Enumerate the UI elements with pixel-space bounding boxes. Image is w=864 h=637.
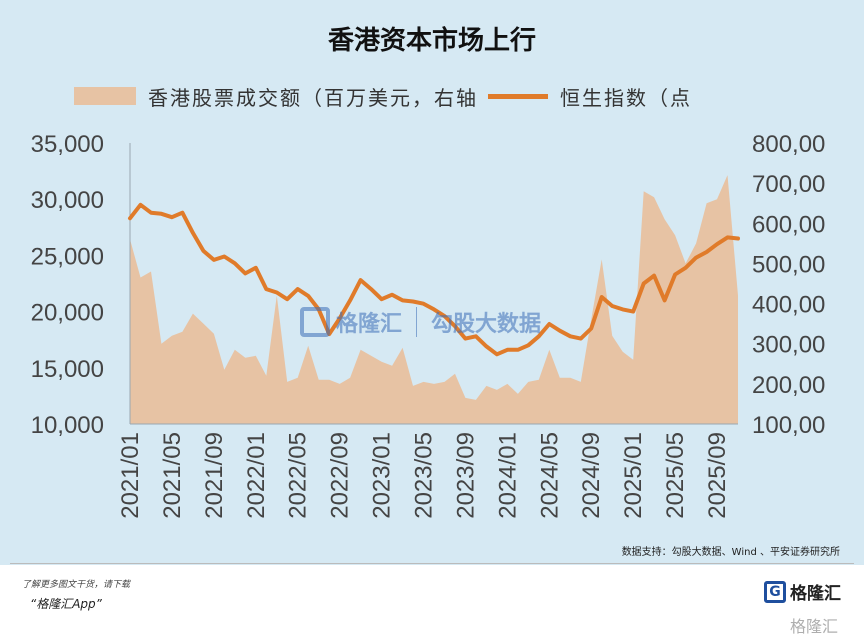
x-axis-tick-label: 2022/05 bbox=[285, 432, 312, 519]
x-axis-tick-label: 2024/01 bbox=[494, 432, 521, 519]
left-axis-tick-label: 25,000 bbox=[31, 243, 104, 270]
right-axis-tick-label: 600,00 bbox=[752, 211, 825, 238]
right-axis-tick-label: 300,00 bbox=[752, 332, 825, 359]
left-axis-tick-label: 30,000 bbox=[31, 187, 104, 214]
left-axis-tick-label: 10,000 bbox=[31, 412, 104, 439]
legend-area-label: 香港股票成交额（百万美元，右轴 bbox=[148, 85, 478, 110]
right-axis-tick-label: 200,00 bbox=[752, 372, 825, 399]
turnover-area-series bbox=[130, 175, 738, 424]
x-axis-tick-label: 2024/05 bbox=[536, 432, 563, 519]
footer-divider bbox=[10, 563, 854, 564]
chart-area: 香港资本市场上行 香港股票成交额（百万美元，右轴 恒生指数（点 35,000 30… bbox=[0, 0, 864, 565]
right-axis-tick-label: 400,00 bbox=[752, 292, 825, 319]
logo-g-icon: G bbox=[764, 580, 786, 603]
corner-watermark: 格隆汇 bbox=[790, 617, 839, 636]
brand-logo[interactable]: G 格隆汇 bbox=[764, 579, 841, 604]
x-axis-tick-label: 2025/01 bbox=[620, 432, 647, 519]
promo-text: 了解更多图文干货，请下载 bbox=[22, 580, 131, 590]
x-axis-tick-label: 2021/01 bbox=[117, 432, 144, 519]
left-axis-tick-label: 20,000 bbox=[31, 300, 104, 327]
chart-title: 香港资本市场上行 bbox=[327, 26, 536, 56]
x-axis-tick-label: 2025/09 bbox=[704, 432, 731, 519]
right-axis-tick-label: 800,00 bbox=[752, 131, 825, 158]
legend: 香港股票成交额（百万美元，右轴 恒生指数（点 bbox=[74, 80, 692, 112]
x-axis-tick-label: 2022/09 bbox=[327, 432, 354, 519]
watermark-separator bbox=[416, 307, 418, 337]
watermark: 格隆汇 勾股大数据 bbox=[300, 306, 541, 338]
x-axis-tick-label: 2023/05 bbox=[411, 432, 438, 519]
x-axis-tick-label: 2021/05 bbox=[159, 432, 186, 519]
x-axis-tick-label: 2023/01 bbox=[369, 432, 396, 519]
left-axis-tick-label: 15,000 bbox=[31, 356, 104, 383]
logo-text: 格隆汇 bbox=[790, 584, 841, 604]
promo-app-name[interactable]: “格隆汇App” bbox=[30, 597, 102, 611]
watermark-sub-brand: 勾股大数据 bbox=[431, 312, 542, 337]
plot: 35,000 30,000 25,000 20,000 15,000 10,000 800,… bbox=[31, 131, 826, 519]
x-axis-tick-label: 2022/01 bbox=[243, 432, 270, 519]
x-axis-tick-label: 2021/09 bbox=[201, 432, 228, 519]
legend-line-swatch bbox=[488, 93, 548, 99]
source-note: 数据支持：勾股大数据、Wind 、平安证券研究所 bbox=[621, 547, 840, 558]
x-axis-tick-label: 2023/09 bbox=[452, 432, 479, 519]
x-axis-tick-label: 2025/05 bbox=[662, 432, 689, 519]
right-axis-tick-label: 700,00 bbox=[752, 171, 825, 198]
left-axis-tick-label: 35,000 bbox=[31, 131, 104, 158]
watermark-logo-icon bbox=[300, 307, 330, 337]
hsi-line-series bbox=[128, 202, 740, 357]
x-axis-tick-label: 2024/09 bbox=[578, 432, 605, 519]
legend-area-swatch bbox=[74, 87, 136, 105]
watermark-brand: 格隆汇 bbox=[336, 312, 403, 337]
right-axis-tick-label: 100,00 bbox=[752, 412, 825, 439]
right-axis-tick-label: 500,00 bbox=[752, 251, 825, 278]
legend-line-label: 恒生指数（点 bbox=[560, 85, 692, 110]
